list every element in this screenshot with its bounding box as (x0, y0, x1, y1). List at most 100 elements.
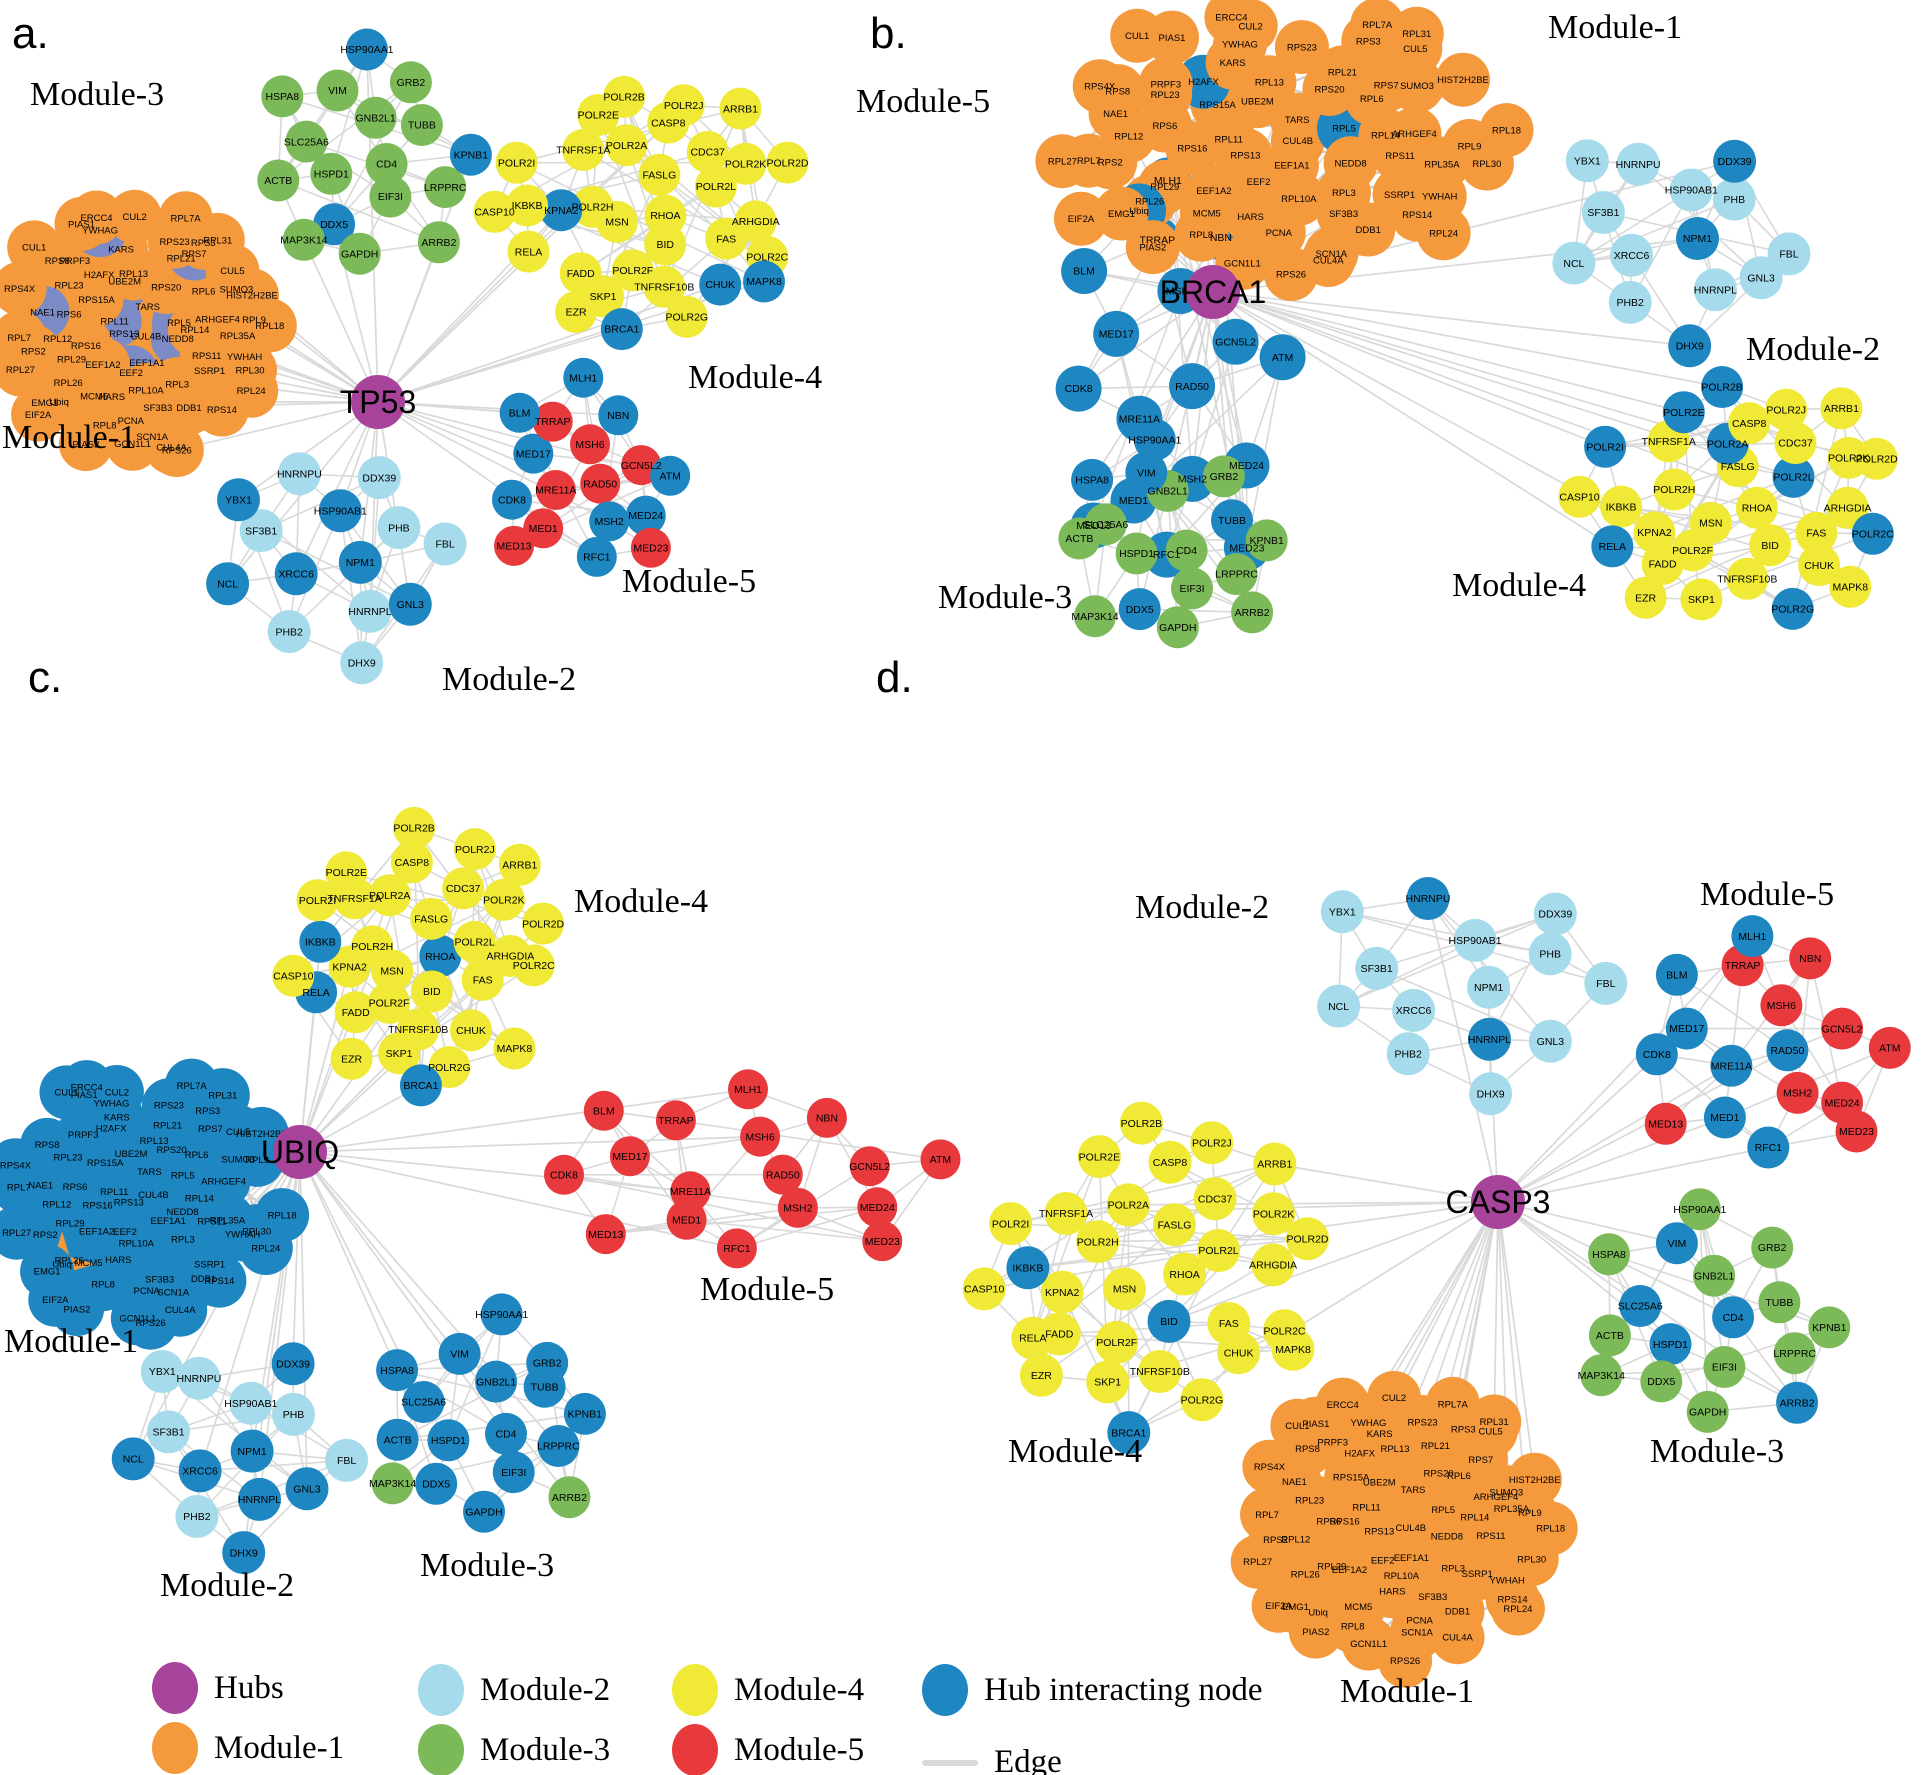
node-EZR[interactable] (1019, 1353, 1063, 1397)
node-POLR2B[interactable] (1119, 1101, 1163, 1145)
node-PHB2[interactable] (175, 1495, 219, 1538)
node-POLR2B[interactable] (393, 806, 436, 849)
node-BRCA1[interactable] (1107, 1411, 1151, 1455)
node-POLR2L[interactable] (694, 165, 737, 208)
node-MSH2[interactable] (589, 501, 630, 542)
node-ACTB[interactable] (257, 159, 300, 202)
node-HSP90AA1[interactable] (345, 28, 388, 71)
node-TRRAP[interactable] (532, 401, 573, 442)
node-KPNA2[interactable] (328, 945, 371, 988)
node-MAP3K14[interactable] (1074, 595, 1116, 638)
node-DDX39[interactable] (271, 1342, 315, 1386)
node-CDC37[interactable] (442, 867, 485, 910)
node-POLR2A[interactable] (1106, 1183, 1150, 1227)
node-NPM1[interactable] (338, 540, 382, 584)
node-TUBB[interactable] (400, 104, 443, 146)
node-NBN[interactable] (1789, 937, 1832, 980)
node-POLR2F[interactable] (368, 981, 410, 1024)
node-TNFRSF1A[interactable] (1044, 1192, 1088, 1235)
node-POLR2C[interactable] (512, 944, 555, 987)
node-EIF3I[interactable] (492, 1451, 535, 1494)
node-HSPD1[interactable] (1115, 532, 1158, 575)
node-MLH1[interactable] (563, 357, 604, 398)
node-NCL[interactable] (111, 1437, 155, 1481)
node-ERCC4[interactable] (69, 190, 124, 245)
node-HSPA8[interactable] (1071, 458, 1114, 501)
node-HSP90AB1[interactable] (318, 489, 362, 533)
node-NBN[interactable] (806, 1097, 847, 1138)
node-EIF3I[interactable] (369, 175, 412, 218)
node-HSPA8[interactable] (1588, 1233, 1630, 1276)
hub-node-TP53[interactable] (351, 375, 405, 429)
node-MSH6[interactable] (740, 1116, 781, 1157)
node-FASLG[interactable] (1153, 1203, 1196, 1247)
node-CASP10[interactable] (962, 1267, 1006, 1311)
node-CASP10[interactable] (1558, 475, 1601, 518)
node-SF3B1[interactable] (1581, 191, 1625, 234)
node-MAPK8[interactable] (493, 1027, 536, 1070)
node-ARRB2[interactable] (1231, 591, 1274, 634)
node-KPNA2[interactable] (1633, 511, 1676, 554)
node-CUL1[interactable] (1270, 1398, 1325, 1453)
node-POLR2B[interactable] (603, 75, 646, 118)
node-HNRNPL[interactable] (238, 1477, 281, 1521)
node-HSPD1[interactable] (427, 1419, 470, 1462)
node-TNFRSF10B[interactable] (1726, 557, 1769, 600)
node-GNB2L1[interactable] (1693, 1254, 1736, 1297)
node-POLR2J[interactable] (1190, 1121, 1234, 1165)
node-RPS26[interactable] (149, 423, 204, 478)
node-KPNB1[interactable] (449, 133, 492, 176)
hub-node-UBIQ[interactable] (273, 1125, 327, 1179)
node-TNFRSF10B[interactable] (1138, 1350, 1182, 1393)
node-BID[interactable] (1147, 1299, 1191, 1343)
node-DHX9[interactable] (1469, 1072, 1513, 1116)
node-VIM[interactable] (1655, 1222, 1698, 1265)
node-POLR2A[interactable] (605, 124, 648, 167)
node-MED13[interactable] (1644, 1102, 1687, 1145)
node-RPL18[interactable] (255, 1188, 310, 1243)
node-YBX1[interactable] (217, 478, 260, 522)
node-GCN5L2[interactable] (1821, 1007, 1864, 1050)
node-CASP8[interactable] (390, 841, 433, 884)
node-TUBB[interactable] (1758, 1281, 1801, 1324)
node-ARRB2[interactable] (1776, 1381, 1819, 1424)
node-RFC1[interactable] (716, 1228, 757, 1269)
node-EIF2A[interactable] (28, 1272, 83, 1327)
node-POLR2B[interactable] (1701, 366, 1744, 408)
node-EZR[interactable] (555, 291, 598, 333)
node-IKBKB[interactable] (506, 184, 549, 227)
node-POLR2J[interactable] (1765, 388, 1808, 431)
node-KPNA2[interactable] (1040, 1270, 1084, 1314)
node-HSP90AB1[interactable] (229, 1381, 273, 1425)
node-SKP1[interactable] (1086, 1360, 1130, 1404)
node-KPNB1[interactable] (1808, 1306, 1851, 1349)
node-ATM[interactable] (1259, 334, 1306, 381)
node-MED24[interactable] (857, 1187, 898, 1228)
node-POLR2J[interactable] (662, 84, 705, 127)
node-PHB[interactable] (1712, 177, 1756, 221)
node-GNL3[interactable] (1739, 256, 1783, 300)
node-POLR2K[interactable] (724, 142, 767, 185)
node-POLR2G[interactable] (1771, 587, 1814, 630)
node-BID[interactable] (644, 223, 687, 266)
node-POLR2K[interactable] (1252, 1192, 1296, 1236)
node-DHX9[interactable] (1668, 324, 1712, 368)
node-FBL[interactable] (1584, 961, 1628, 1005)
node-GAPDH[interactable] (1156, 606, 1199, 649)
node-GRB2[interactable] (389, 61, 432, 104)
node-GNL3[interactable] (285, 1467, 329, 1511)
hub-node-BRCA1[interactable] (1186, 265, 1240, 319)
node-MED1[interactable] (1703, 1096, 1746, 1139)
node-EIF2A[interactable] (1054, 191, 1108, 246)
node-POLR2L[interactable] (453, 920, 496, 963)
node-HSP90AA1[interactable] (480, 1293, 523, 1336)
node-RPL24[interactable] (1416, 206, 1471, 261)
node-MRE11A[interactable] (1710, 1044, 1753, 1087)
node-DDX39[interactable] (1713, 139, 1757, 183)
node-RAD50[interactable] (1169, 363, 1216, 410)
node-HNRNPU[interactable] (1406, 877, 1450, 920)
node-PHB[interactable] (1528, 932, 1572, 976)
node-GCN5L2[interactable] (849, 1146, 890, 1187)
node-CUL2[interactable] (1367, 1370, 1421, 1425)
node-BLM[interactable] (583, 1090, 624, 1131)
